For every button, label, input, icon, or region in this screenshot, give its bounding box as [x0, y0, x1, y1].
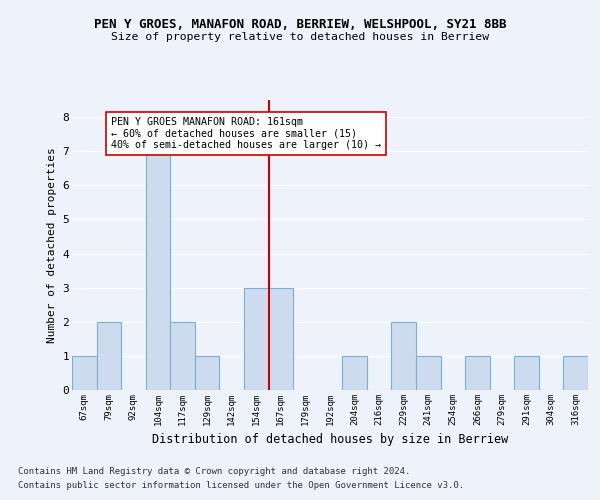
- Bar: [563, 356, 588, 390]
- X-axis label: Distribution of detached houses by size in Berriew: Distribution of detached houses by size …: [152, 434, 508, 446]
- Text: Size of property relative to detached houses in Berriew: Size of property relative to detached ho…: [111, 32, 489, 42]
- Bar: [342, 356, 367, 390]
- Bar: [195, 356, 220, 390]
- Bar: [269, 288, 293, 390]
- Bar: [244, 288, 269, 390]
- Bar: [72, 356, 97, 390]
- Bar: [391, 322, 416, 390]
- Bar: [416, 356, 440, 390]
- Y-axis label: Number of detached properties: Number of detached properties: [47, 147, 57, 343]
- Text: Contains HM Land Registry data © Crown copyright and database right 2024.: Contains HM Land Registry data © Crown c…: [18, 467, 410, 476]
- Bar: [514, 356, 539, 390]
- Text: PEN Y GROES MANAFON ROAD: 161sqm
← 60% of detached houses are smaller (15)
40% o: PEN Y GROES MANAFON ROAD: 161sqm ← 60% o…: [112, 117, 382, 150]
- Text: PEN Y GROES, MANAFON ROAD, BERRIEW, WELSHPOOL, SY21 8BB: PEN Y GROES, MANAFON ROAD, BERRIEW, WELS…: [94, 18, 506, 30]
- Bar: [146, 151, 170, 390]
- Text: Contains public sector information licensed under the Open Government Licence v3: Contains public sector information licen…: [18, 481, 464, 490]
- Bar: [97, 322, 121, 390]
- Bar: [465, 356, 490, 390]
- Bar: [170, 322, 195, 390]
